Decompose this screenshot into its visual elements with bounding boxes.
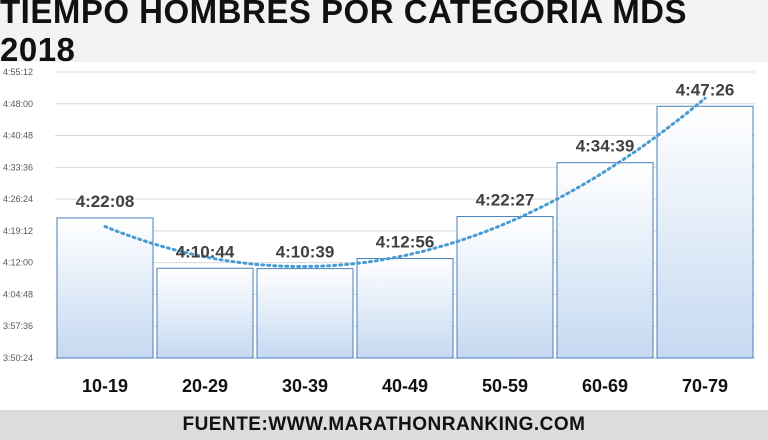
y-tick-label: 4:48:00	[3, 99, 33, 109]
x-tick-label: 50-59	[482, 376, 528, 396]
x-tick-label: 40-49	[382, 376, 428, 396]
y-tick-label: 4:40:48	[3, 131, 33, 141]
x-tick-label: 60-69	[582, 376, 628, 396]
y-tick-label: 4:33:36	[3, 162, 33, 172]
bar-30-39	[256, 268, 354, 359]
y-axis: 3:50:24 3:57:36 4:04:48 4:12:00 4:19:12 4:26:…	[3, 67, 33, 363]
source-footer: FUENTE:WWW.MARATHONRANKING.COM	[0, 410, 768, 440]
x-tick-label: 20-29	[182, 376, 228, 396]
data-label: 4:22:08	[76, 192, 135, 211]
y-tick-label: 4:26:24	[3, 194, 33, 204]
bar-70-79	[656, 105, 754, 359]
bar-50-59	[456, 216, 554, 359]
y-tick-label: 4:55:12	[3, 67, 33, 77]
trendline	[103, 96, 707, 268]
data-labels: 4:22:08 4:10:44 4:10:39 4:12:56 4:22:27 4:34:…	[76, 80, 735, 261]
data-label: 4:12:56	[376, 233, 435, 252]
x-axis: 10-19 20-29 30-39 40-49 50-59 60-69 70-79	[82, 376, 728, 396]
data-label: 4:10:44	[176, 242, 235, 261]
y-tick-label: 4:19:12	[3, 226, 33, 236]
bar-40-49	[356, 258, 454, 359]
data-label: 4:10:39	[276, 243, 335, 262]
x-tick-label: 30-39	[282, 376, 328, 396]
bar-60-69	[556, 162, 654, 359]
data-label: 4:22:27	[476, 191, 535, 210]
x-tick-label: 70-79	[682, 376, 728, 396]
y-tick-label: 4:04:48	[3, 289, 33, 299]
trendline-group	[103, 96, 707, 268]
data-label: 4:34:39	[576, 137, 635, 156]
bar-20-29	[156, 267, 254, 359]
data-label: 4:47:26	[676, 80, 735, 99]
chart-area: 3:50:24 3:57:36 4:04:48 4:12:00 4:19:12 4:26:…	[3, 67, 755, 396]
y-tick-label: 3:57:36	[3, 321, 33, 331]
bars	[56, 105, 754, 359]
chart-title: TIEMPO HOMBRES POR CATEGORIA MDS 2018	[0, 0, 768, 68]
y-tick-label: 3:50:24	[3, 353, 33, 363]
bar-10-19	[56, 217, 154, 359]
x-tick-label: 10-19	[82, 376, 128, 396]
y-tick-label: 4:12:00	[3, 258, 33, 268]
